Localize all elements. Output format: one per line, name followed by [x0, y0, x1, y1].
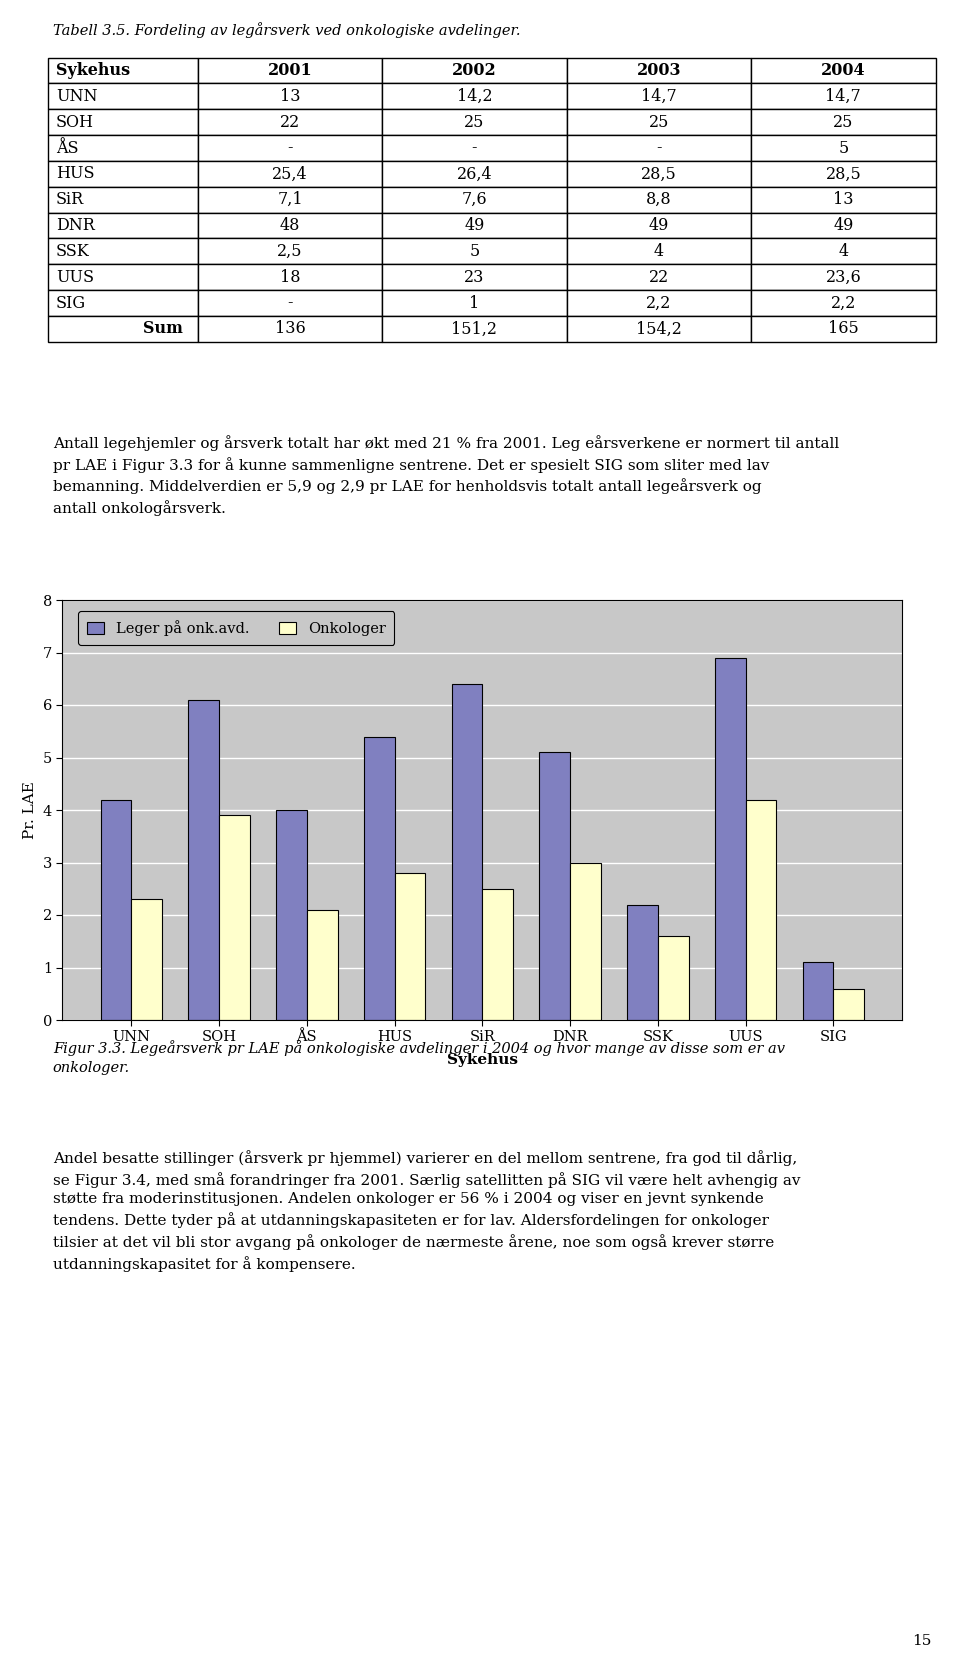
- Bar: [746, 800, 777, 1021]
- Text: Antall legehjemler og årsverk totalt har økt med 21 % fra 2001. Leg eårsverkene : Antall legehjemler og årsverk totalt har…: [53, 435, 839, 515]
- Text: Tabell 3.5. Fordeling av legårsverk ved onkologiske avdelinger.: Tabell 3.5. Fordeling av legårsverk ved …: [53, 22, 520, 38]
- Bar: [307, 910, 338, 1021]
- Bar: [451, 684, 482, 1021]
- Bar: [833, 989, 864, 1021]
- Legend: Leger på onk.avd., Onkologer: Leger på onk.avd., Onkologer: [78, 612, 395, 644]
- Bar: [101, 800, 132, 1021]
- Bar: [395, 873, 425, 1021]
- Bar: [715, 657, 746, 1021]
- Bar: [364, 736, 395, 1021]
- Text: Andel besatte stillinger (årsverk pr hjemmel) varierer en del mellom sentrene, f: Andel besatte stillinger (årsverk pr hje…: [53, 1149, 801, 1271]
- Bar: [627, 905, 658, 1021]
- X-axis label: Sykehus: Sykehus: [447, 1052, 517, 1067]
- Bar: [482, 888, 514, 1021]
- Bar: [658, 935, 688, 1021]
- Bar: [188, 699, 219, 1021]
- Bar: [540, 753, 570, 1021]
- Text: 15: 15: [912, 1635, 931, 1648]
- Bar: [570, 863, 601, 1021]
- Bar: [219, 815, 250, 1021]
- Bar: [132, 900, 162, 1021]
- Text: Figur 3.3. Legeårsverk pr LAE på onkologiske avdelinger i 2004 og hvor mange av : Figur 3.3. Legeårsverk pr LAE på onkolog…: [53, 1041, 784, 1076]
- Bar: [803, 962, 833, 1021]
- Y-axis label: Pr. LAE: Pr. LAE: [23, 781, 37, 838]
- Bar: [276, 810, 307, 1021]
